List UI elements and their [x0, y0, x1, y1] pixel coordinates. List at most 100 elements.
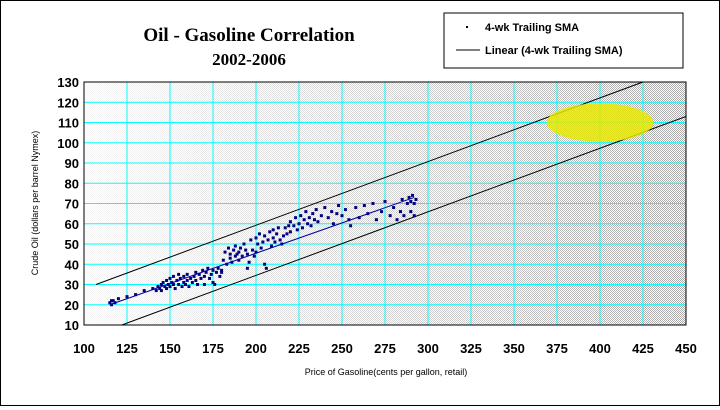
data-point — [178, 276, 182, 280]
x-tick-label: 200 — [245, 341, 267, 356]
x-tick-label: 125 — [116, 341, 138, 356]
data-point — [244, 248, 248, 252]
trendline — [109, 196, 415, 306]
data-point — [412, 214, 416, 218]
data-point — [237, 250, 241, 254]
data-point — [295, 228, 299, 232]
data-point — [228, 252, 232, 256]
data-point — [189, 276, 193, 280]
data-point — [194, 278, 198, 282]
data-point — [125, 295, 129, 299]
data-point — [108, 301, 112, 305]
channel-line — [121, 115, 686, 325]
data-point — [202, 274, 206, 278]
x-tick-label: 350 — [503, 341, 525, 356]
x-axis-label: Price of Gasoline(cents per gallon, reta… — [305, 367, 468, 377]
data-point — [204, 270, 208, 274]
y-tick-label: 80 — [65, 176, 79, 191]
legend-label-line: Linear (4-wk Trailing SMA) — [485, 45, 623, 57]
data-point — [151, 287, 155, 291]
data-point — [168, 285, 172, 289]
data-point — [177, 283, 181, 286]
data-point — [285, 232, 289, 236]
y-axis-label: Crude Oil (dollars per barrel Nymex) — [30, 131, 40, 276]
data-point — [407, 195, 411, 199]
data-point — [239, 246, 243, 250]
data-point — [237, 258, 241, 262]
data-point — [213, 283, 217, 286]
data-point — [254, 236, 258, 240]
data-point — [232, 248, 236, 252]
data-point — [161, 280, 165, 284]
data-point — [307, 216, 311, 220]
data-point — [251, 248, 255, 252]
data-point — [252, 254, 256, 258]
data-point — [314, 208, 318, 212]
plot-border — [83, 81, 687, 326]
data-point — [400, 197, 404, 201]
data-point — [171, 274, 175, 278]
data-point — [158, 287, 162, 291]
data-point — [194, 270, 198, 274]
x-tick-label: 150 — [159, 341, 181, 356]
data-point — [196, 283, 200, 286]
data-point — [264, 266, 268, 270]
data-point — [273, 240, 277, 244]
y-tick-label: 90 — [65, 156, 79, 171]
data-point — [190, 280, 194, 284]
legend-marker-points — [466, 26, 468, 28]
data-point — [383, 199, 387, 203]
y-tick-label: 30 — [65, 278, 79, 293]
data-point — [276, 226, 280, 230]
data-point — [182, 274, 186, 278]
data-point — [275, 232, 279, 236]
x-tick-label: 400 — [589, 341, 611, 356]
data-point — [142, 289, 146, 293]
data-point — [283, 226, 287, 230]
data-point — [206, 266, 210, 270]
data-point — [409, 210, 413, 214]
data-point — [233, 254, 237, 258]
data-point — [405, 202, 409, 205]
chart-subtitle: 2002-2006 — [212, 50, 286, 69]
data-point — [357, 216, 361, 220]
data-point — [228, 256, 232, 260]
data-point — [269, 244, 273, 248]
y-tick-label: 110 — [58, 116, 79, 131]
data-point — [278, 238, 282, 242]
data-point — [177, 272, 181, 276]
data-point — [220, 268, 224, 272]
target-ellipse — [546, 103, 654, 142]
data-point — [371, 202, 375, 205]
data-point — [271, 236, 275, 240]
y-tick-label: 20 — [65, 298, 79, 313]
data-point — [309, 224, 313, 228]
data-point — [110, 303, 114, 307]
data-point — [165, 287, 169, 291]
data-point — [323, 206, 327, 210]
data-point — [211, 280, 215, 284]
y-tick-label: 50 — [65, 237, 79, 252]
data-point — [266, 238, 270, 242]
data-point — [223, 250, 227, 254]
y-tick-label: 100 — [57, 136, 79, 151]
data-point — [202, 283, 206, 286]
data-point — [263, 262, 267, 266]
data-point — [208, 276, 212, 280]
data-point — [247, 260, 251, 264]
y-tick-label: 10 — [65, 318, 79, 333]
data-point — [411, 193, 415, 197]
data-point — [240, 254, 244, 258]
x-tick-label: 275 — [374, 341, 396, 356]
data-point — [349, 224, 353, 228]
data-point — [163, 285, 167, 289]
data-point — [300, 226, 304, 230]
legend-box — [443, 12, 684, 69]
data-point — [330, 210, 334, 214]
data-point — [180, 285, 184, 289]
data-point — [159, 289, 163, 293]
data-point — [192, 274, 196, 278]
data-point — [287, 224, 291, 228]
